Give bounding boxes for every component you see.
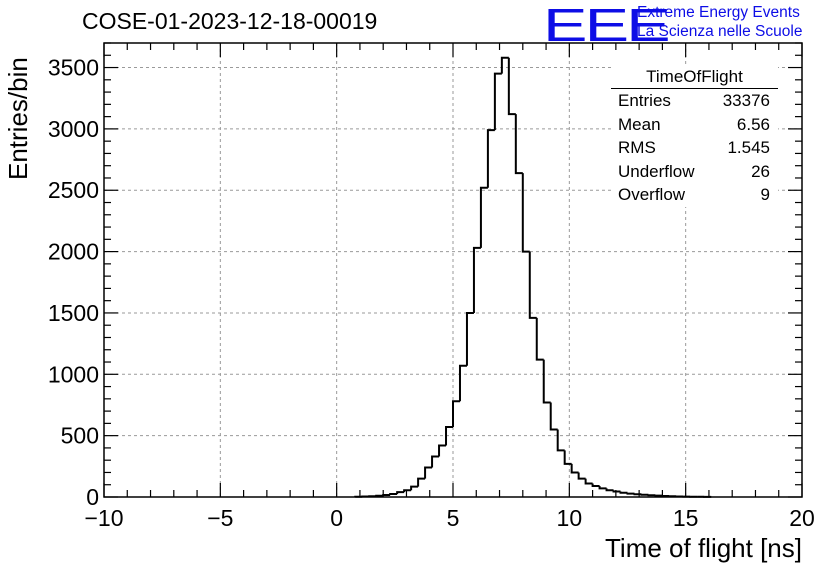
y-tick-label: 2000 [48, 239, 99, 265]
stats-label: Mean [618, 114, 661, 134]
histogram-bin [556, 429, 565, 452]
stats-label: Underflow [618, 161, 695, 181]
histogram-bin [521, 173, 530, 253]
stats-label: Entries [618, 91, 671, 110]
histogram-bin [424, 466, 433, 479]
histogram-bin [410, 485, 419, 491]
histogram-bin [493, 72, 502, 131]
stats-label: RMS [618, 138, 656, 157]
stats-row-entries: Entries 33376 [611, 89, 778, 113]
histogram-bin [542, 359, 551, 404]
histogram-bin [619, 491, 628, 494]
x-tick-label: 10 [557, 505, 583, 531]
histogram-bin [438, 444, 447, 457]
histogram-bin [382, 494, 391, 497]
x-tick-label: 20 [789, 505, 815, 531]
histogram-bin [563, 450, 572, 465]
y-tick-label: 0 [86, 484, 99, 510]
histogram-bin [584, 478, 593, 485]
histogram-bin [577, 472, 586, 480]
stats-row-mean: Mean 6.56 [611, 113, 778, 137]
y-tick-label: 2500 [48, 177, 99, 203]
histogram-bin [472, 246, 481, 313]
stats-value: 26 [751, 161, 770, 181]
histogram-bin [570, 463, 579, 474]
stats-label: Overflow [618, 185, 686, 204]
logo-caption-line2: La Scienza nelle Scuole [637, 23, 803, 40]
histogram-bin [500, 56, 509, 74]
eee-logo: EEE [543, 0, 671, 51]
stats-row-underflow: Underflow 26 [611, 160, 778, 184]
histogram-bin [431, 455, 440, 468]
histogram-bin [605, 488, 614, 492]
stats-row-rms: RMS 1.545 [611, 136, 778, 160]
chart-title: COSE-01-2023-12-18-00019 [82, 8, 378, 34]
histogram-bin [465, 311, 474, 366]
y-tick-label: 1500 [48, 300, 99, 326]
stats-value: 33376 [722, 91, 770, 110]
histogram-bin [396, 491, 405, 495]
histogram-bin [591, 483, 600, 487]
logo-caption-line1: Extreme Energy Events [637, 4, 800, 21]
histogram-bin [389, 493, 398, 496]
histogram-bin [403, 489, 412, 493]
y-tick-label: 1000 [48, 361, 99, 387]
x-axis-label: Time of flight [ns] [605, 533, 802, 563]
histogram-bin [633, 493, 642, 496]
axes: −10 −5 0 5 10 15 20 0 500 1000 1500 2000 2500 3000 350… [48, 42, 815, 531]
x-tick-label: 0 [330, 505, 343, 531]
histogram-bin [486, 129, 495, 188]
y-axis-label: Entries/bin [3, 57, 33, 180]
stats-value: 9 [760, 185, 770, 204]
histogram-bin [514, 114, 523, 175]
histogram-bin [452, 400, 460, 428]
stats-row-overflow: Overflow 9 [611, 183, 778, 207]
histogram-bin [417, 477, 426, 487]
logo-caption: Extreme Energy Events La Scienza nelle S… [637, 3, 802, 41]
histogram-bin [479, 186, 488, 248]
x-tick-label: −10 [84, 505, 123, 531]
x-tick-label: 15 [673, 505, 699, 531]
histogram-bin [458, 364, 467, 402]
histogram-bin [612, 490, 621, 493]
histogram-bin [507, 57, 516, 116]
histogram-series [354, 56, 713, 498]
x-tick-label: −5 [207, 505, 233, 531]
histogram-bin [598, 485, 607, 490]
histogram-bin [626, 492, 635, 495]
stats-box: TimeOfFlight Entries 33376 Mean 6.56 RMS 1.… [611, 67, 778, 207]
stats-value: 6.56 [736, 114, 770, 134]
histogram-bin [445, 426, 453, 446]
histogram-bin [528, 251, 537, 319]
histogram-bin [535, 317, 544, 361]
histogram-bin [549, 402, 558, 431]
stats-value: 1.545 [727, 138, 770, 157]
y-tick-label: 500 [61, 423, 99, 449]
y-tick-label: 3000 [48, 116, 99, 142]
stats-title: TimeOfFlight [611, 67, 778, 89]
y-tick-label: 3500 [48, 55, 99, 81]
x-tick-label: 5 [447, 505, 460, 531]
